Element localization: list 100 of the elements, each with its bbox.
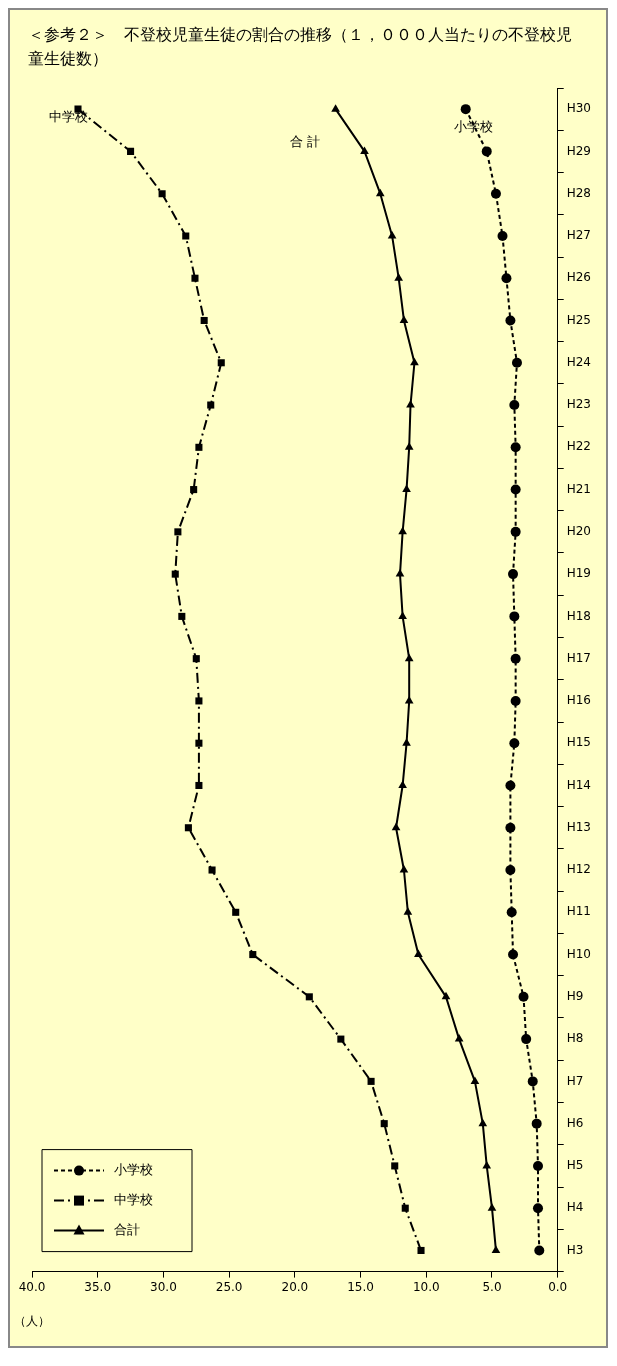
point xyxy=(127,147,135,155)
point xyxy=(380,1120,388,1128)
y-tick-label: H11 xyxy=(566,904,591,919)
point xyxy=(249,951,257,959)
y-tick-label: H17 xyxy=(566,650,591,665)
point xyxy=(509,400,520,411)
point xyxy=(497,230,508,241)
y-tick-label: H7 xyxy=(566,1073,584,1088)
point xyxy=(532,1203,543,1214)
x-tick-label: 15.0 xyxy=(347,1279,374,1294)
legend-label: 中学校 xyxy=(114,1191,153,1207)
point xyxy=(404,653,414,662)
point xyxy=(509,611,520,622)
point xyxy=(174,528,182,536)
x-tick-label: 10.0 xyxy=(412,1279,440,1294)
y-tick-label: H3 xyxy=(566,1242,584,1257)
x-tick-label: 25.0 xyxy=(215,1279,243,1294)
point xyxy=(505,315,516,326)
point xyxy=(521,1034,532,1045)
y-tick-label: H13 xyxy=(566,819,591,834)
y-tick-label: H12 xyxy=(566,862,591,877)
point xyxy=(510,484,521,495)
point xyxy=(534,1245,545,1256)
point xyxy=(478,1118,488,1127)
x-tick-label: 0.0 xyxy=(548,1279,568,1294)
point xyxy=(505,865,516,876)
point xyxy=(178,612,186,620)
point xyxy=(414,949,423,958)
point xyxy=(200,316,208,325)
annotation: 中学校 xyxy=(49,109,89,125)
y-tick-label: H14 xyxy=(566,777,591,792)
y-tick-label: H25 xyxy=(566,312,591,327)
point xyxy=(207,401,215,409)
point xyxy=(375,188,385,197)
point xyxy=(195,781,203,790)
point xyxy=(482,1160,492,1169)
point xyxy=(403,907,413,915)
point xyxy=(454,1034,464,1042)
y-tick-label: H27 xyxy=(566,228,591,243)
y-tick-label: H29 xyxy=(566,143,591,158)
point xyxy=(406,400,415,408)
point xyxy=(191,274,199,282)
y-tick-label: H10 xyxy=(566,946,591,961)
point xyxy=(399,315,409,323)
point xyxy=(232,908,240,916)
point xyxy=(505,780,516,791)
point xyxy=(402,738,411,746)
x-tick-label: 30.0 xyxy=(150,1279,177,1294)
point xyxy=(158,190,166,198)
y-tick-label: H9 xyxy=(566,988,584,1003)
point xyxy=(490,188,501,199)
x-tick-label: 35.0 xyxy=(84,1279,112,1294)
point xyxy=(402,484,411,493)
legend-label: 小学校 xyxy=(114,1161,153,1177)
point xyxy=(404,442,414,450)
y-tick-label: H16 xyxy=(566,693,591,708)
point xyxy=(217,359,225,367)
point xyxy=(195,443,203,451)
point xyxy=(404,695,414,704)
y-tick-label: H21 xyxy=(566,481,591,496)
point xyxy=(518,991,529,1002)
point xyxy=(510,526,521,537)
point xyxy=(190,486,198,494)
point xyxy=(182,232,190,240)
point xyxy=(398,611,407,619)
y-tick-label: H24 xyxy=(566,354,591,369)
annotation: 小学校 xyxy=(454,119,494,135)
point xyxy=(505,822,516,833)
y-tick-label: H19 xyxy=(566,566,591,581)
point xyxy=(192,655,200,663)
point xyxy=(460,104,471,115)
point xyxy=(387,230,397,239)
point xyxy=(208,866,216,874)
point xyxy=(510,653,521,664)
point xyxy=(491,1245,501,1253)
point xyxy=(508,949,519,960)
point xyxy=(510,695,521,706)
point xyxy=(184,824,192,832)
point xyxy=(394,273,404,281)
y-tick-label: H5 xyxy=(566,1158,584,1173)
point xyxy=(410,357,419,366)
point xyxy=(481,146,492,157)
y-tick-label: H26 xyxy=(566,270,591,285)
y-tick-label: H6 xyxy=(566,1115,584,1130)
point xyxy=(441,991,451,1000)
y-tick-label: H22 xyxy=(566,439,591,454)
point xyxy=(195,697,203,705)
point xyxy=(398,780,407,788)
point xyxy=(401,1204,409,1212)
point xyxy=(527,1076,538,1087)
point xyxy=(470,1076,480,1084)
y-tick-label: H20 xyxy=(566,523,591,538)
point xyxy=(531,1118,542,1129)
x-tick-label: 40.0 xyxy=(18,1279,46,1294)
point xyxy=(399,865,409,873)
point xyxy=(360,146,369,154)
point xyxy=(337,1035,345,1043)
x-tick-label: 20.0 xyxy=(281,1279,309,1294)
x-axis-title: （人） xyxy=(14,1313,50,1328)
point xyxy=(391,1162,399,1170)
